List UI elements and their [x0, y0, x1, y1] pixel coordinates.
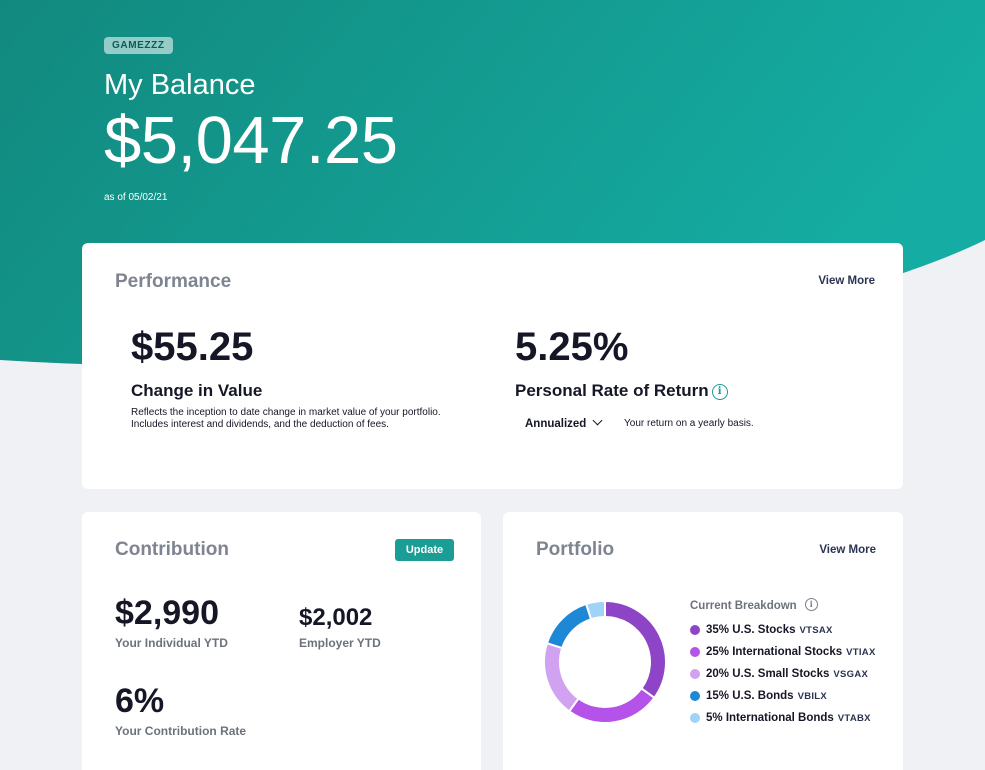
rate-of-return-amount: 5.25% [515, 325, 629, 369]
donut-slice [604, 599, 667, 700]
info-icon[interactable]: i [711, 384, 728, 400]
portfolio-title: Portfolio [536, 539, 615, 560]
legend-item: 20% U.S. Small Stocks VSGAX [690, 663, 876, 685]
portfolio-legend: Current Breakdown i 35% U.S. Stocks VTSAX 2… [690, 598, 876, 729]
contribution-rate-label: Your Contribution Rate [115, 724, 247, 738]
legend-item: 5% International Bonds VTABX [690, 707, 876, 729]
legend-dot [690, 625, 700, 635]
legend-dot [690, 669, 700, 679]
info-icon[interactable]: i [804, 598, 818, 611]
annualized-dropdown[interactable]: Annualized [525, 415, 603, 430]
employer-ytd-label: Employer YTD [299, 636, 381, 650]
legend-label: 35% U.S. Stocks [706, 624, 796, 636]
portfolio-view-more-link[interactable]: View More [819, 544, 876, 556]
employer-ytd-amount: $2,002 [299, 604, 373, 631]
individual-ytd-amount: $2,990 [115, 594, 219, 632]
annualized-dropdown-value: Annualized [525, 418, 587, 430]
donut-slice [567, 687, 656, 724]
update-button[interactable]: Update [395, 539, 454, 561]
donut-slice [543, 641, 580, 713]
contribution-card: Contribution Update $2,990 Your Individu… [82, 512, 481, 770]
legend-dot [690, 691, 700, 701]
rate-of-return-label: Personal Rate of Return [515, 381, 709, 400]
donut-slice [584, 599, 606, 621]
change-in-value-description: Reflects the inception to date change in… [131, 407, 441, 430]
legend-label: 20% U.S. Small Stocks [706, 668, 830, 680]
legend-ticker: VBILX [797, 690, 828, 702]
legend-item: 15% U.S. Bonds VBILX [690, 685, 876, 707]
legend-ticker: VTSAX [799, 624, 833, 636]
balance-title: My Balance [104, 69, 256, 101]
individual-ytd-label: Your Individual YTD [115, 636, 228, 650]
chevron-down-icon [592, 415, 603, 426]
account-badge: GAMEZZZ [104, 37, 173, 54]
legend-ticker: VTABX [837, 712, 871, 724]
performance-view-more-link[interactable]: View More [818, 275, 875, 287]
legend-label: 5% International Bonds [706, 712, 834, 724]
rate-of-return-description: Your return on a yearly basis. [624, 418, 754, 429]
legend-ticker: VSGAX [833, 668, 869, 680]
performance-card: Performance View More $55.25 Change in V… [82, 243, 903, 489]
breakdown-heading: Current Breakdown i [690, 598, 876, 612]
portfolio-donut-chart [543, 599, 667, 724]
legend-dot [690, 647, 700, 657]
portfolio-card: Portfolio View More [503, 512, 903, 770]
change-in-value-amount: $55.25 [131, 325, 254, 369]
contribution-rate-amount: 6% [115, 682, 165, 720]
balance-date: as of 05/02/21 [104, 192, 168, 203]
change-in-value-label: Change in Value [131, 381, 263, 400]
balance-header: GAMEZZZ My Balance $5,047.25 as of 05/02… [104, 35, 398, 203]
legend-item: 25% International Stocks VTIAX [690, 641, 876, 663]
legend-dot [690, 713, 700, 723]
donut-slice [545, 602, 593, 650]
breakdown-label: Current Breakdown [690, 600, 797, 612]
legend-ticker: VTIAX [846, 646, 876, 658]
balance-amount: $5,047.25 [104, 103, 398, 178]
legend-label: 15% U.S. Bonds [706, 690, 794, 702]
legend-item: 35% U.S. Stocks VTSAX [690, 619, 876, 641]
performance-title: Performance [115, 271, 232, 292]
contribution-title: Contribution [115, 539, 229, 560]
rate-of-return-heading: Personal Rate of Return i [515, 381, 728, 401]
legend-label: 25% International Stocks [706, 646, 843, 658]
